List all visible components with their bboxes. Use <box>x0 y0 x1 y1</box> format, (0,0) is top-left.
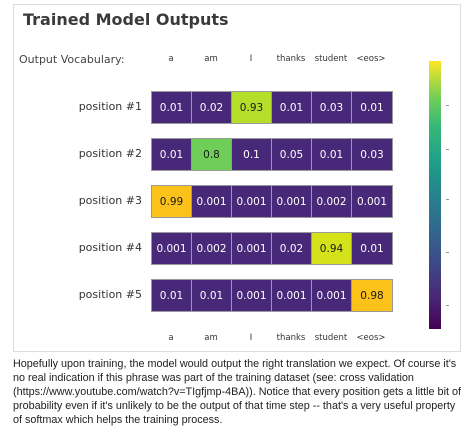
heatmap-cell: 0.8 <box>192 139 232 170</box>
heatmap-cell: 0.01 <box>152 280 192 311</box>
heatmap-row: 0.01 0.01 0.001 0.001 0.001 0.98 <box>151 279 393 312</box>
heatmap-cell: 0.001 <box>272 186 312 217</box>
row-label: position #2 <box>78 147 142 160</box>
heatmap-row: 0.99 0.001 0.001 0.001 0.002 0.001 <box>151 185 393 218</box>
colorbar-tick <box>446 305 449 306</box>
caption-text: Hopefully upon training, the model would… <box>13 358 461 427</box>
heatmap-cell: 0.03 <box>352 139 392 170</box>
bottom-vocab-label: I <box>249 333 253 343</box>
row-label: position #4 <box>78 241 142 254</box>
heatmap-cell: 0.002 <box>192 233 232 264</box>
model-outputs-figure: Trained Model Outputs Output Vocabulary:… <box>13 4 461 352</box>
heatmap-cell: 0.01 <box>352 233 392 264</box>
colorbar-tick <box>446 199 449 200</box>
colorbar-tick <box>446 105 449 106</box>
top-vocab-label: am <box>204 54 218 64</box>
heatmap-cell: 0.001 <box>192 186 232 217</box>
heatmap-cell: 0.01 <box>352 92 392 123</box>
top-vocab-label: <eos> <box>356 54 386 64</box>
heatmap-cell: 0.001 <box>232 233 272 264</box>
heatmap-cell: 0.02 <box>272 233 312 264</box>
colorbar <box>429 61 441 329</box>
heatmap-cell: 0.1 <box>232 139 272 170</box>
heatmap-cell: 0.001 <box>352 186 392 217</box>
heatmap-cell: 0.002 <box>312 186 352 217</box>
heatmap-cell: 0.99 <box>152 186 192 217</box>
heatmap-cell: 0.98 <box>352 280 392 311</box>
heatmap-cell: 0.001 <box>272 280 312 311</box>
heatmap-row: 0.001 0.002 0.001 0.02 0.94 0.01 <box>151 232 393 265</box>
heatmap-cell: 0.02 <box>192 92 232 123</box>
heatmap-cell: 0.01 <box>272 92 312 123</box>
heatmap-cell: 0.01 <box>152 139 192 170</box>
heatmap-cell: 0.001 <box>152 233 192 264</box>
heatmap-cell: 0.94 <box>312 233 352 264</box>
heatmap-cell: 0.01 <box>192 280 232 311</box>
figure-title: Trained Model Outputs <box>23 10 229 29</box>
heatmap-cell: 0.05 <box>272 139 312 170</box>
heatmap-row: 0.01 0.02 0.93 0.01 0.03 0.01 <box>151 91 393 124</box>
colorbar-tick <box>446 149 449 150</box>
top-vocab-label: I <box>249 54 253 64</box>
top-vocab-label: thanks <box>276 54 306 64</box>
top-vocab-label: a <box>168 54 174 64</box>
heatmap-cell: 0.03 <box>312 92 352 123</box>
output-vocabulary-label: Output Vocabulary: <box>19 53 125 66</box>
heatmap-row: 0.01 0.8 0.1 0.05 0.01 0.03 <box>151 138 393 171</box>
row-label: position #3 <box>78 194 142 207</box>
colorbar-tick <box>446 252 449 253</box>
heatmap-cell: 0.001 <box>312 280 352 311</box>
heatmap-cell: 0.01 <box>312 139 352 170</box>
row-label: position #5 <box>78 288 142 301</box>
top-vocab-label: student <box>314 54 348 64</box>
bottom-vocab-label: thanks <box>276 333 306 343</box>
heatmap-cell: 0.01 <box>152 92 192 123</box>
bottom-vocab-label: a <box>168 333 174 343</box>
heatmap-cell: 0.93 <box>232 92 272 123</box>
heatmap-cell: 0.001 <box>232 280 272 311</box>
bottom-vocab-label: student <box>314 333 348 343</box>
heatmap-cell: 0.001 <box>232 186 272 217</box>
row-label: position #1 <box>78 100 142 113</box>
bottom-vocab-label: am <box>204 333 218 343</box>
bottom-vocab-label: <eos> <box>356 333 386 343</box>
